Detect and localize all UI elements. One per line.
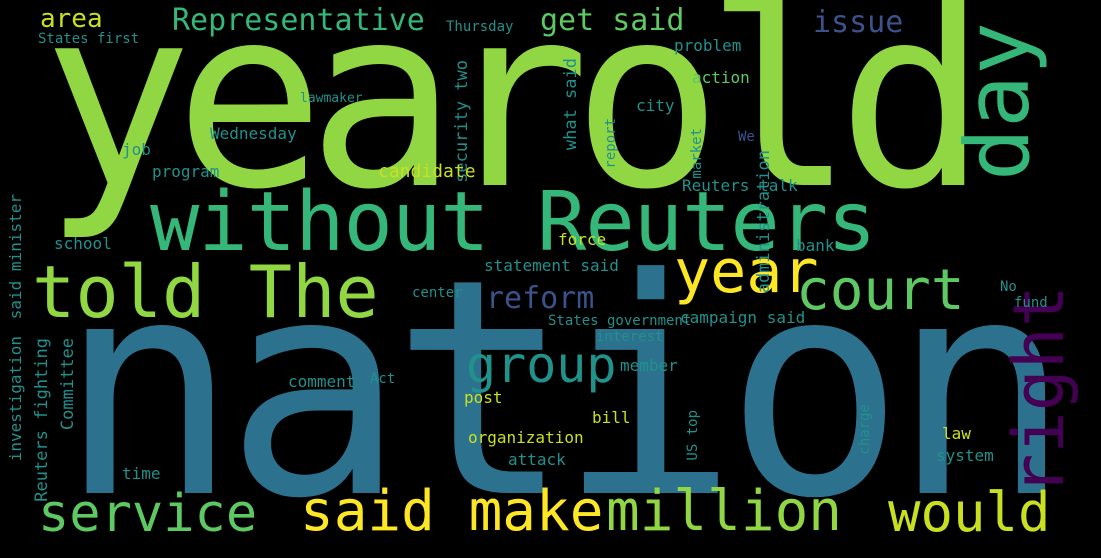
- word-program: program: [152, 162, 220, 181]
- word-wednesday: Wednesday: [210, 124, 297, 143]
- word-campaign-said: campaign said: [680, 308, 806, 327]
- word-organization: organization: [468, 428, 584, 447]
- word-area: area: [40, 4, 103, 34]
- word-statement-said: statement said: [484, 256, 619, 275]
- word-states-first: States first: [38, 31, 140, 47]
- word-time: time: [122, 464, 161, 483]
- word-what-said: what said: [561, 58, 581, 151]
- word-states-government: States government: [548, 313, 692, 329]
- word-center: center: [412, 285, 463, 301]
- word-day: day: [946, 22, 1049, 181]
- word-group: group: [466, 336, 617, 394]
- word-yearold: yearold: [42, 0, 988, 244]
- word-act: Act: [370, 371, 396, 387]
- word-city: city: [636, 96, 675, 115]
- word-fund: fund: [1014, 295, 1048, 311]
- word-we: We: [738, 129, 755, 145]
- word-administration: administration: [754, 150, 774, 294]
- word-interest: interest: [596, 329, 664, 345]
- word-report: report: [603, 118, 619, 169]
- word-bank: bank: [796, 236, 835, 255]
- word-law: law: [942, 424, 971, 443]
- word-charge: charge: [857, 404, 873, 455]
- word-right: right: [998, 285, 1080, 496]
- word-said-make: said make: [300, 479, 604, 544]
- word-problem: problem: [674, 36, 742, 55]
- word-force: force: [558, 230, 607, 249]
- word-lawmaker: lawmaker: [300, 91, 363, 106]
- word-bill: bill: [592, 408, 631, 427]
- word-reuters-fighting: Reuters fighting: [32, 338, 52, 502]
- word-representative: Representative: [172, 3, 425, 38]
- word-get-said: get said: [540, 3, 685, 38]
- word-without-reuters: without Reuters: [150, 175, 877, 270]
- word-issue: issue: [813, 5, 904, 40]
- word-no: No: [1000, 279, 1017, 295]
- word-reuters-talk: Reuters talk: [682, 176, 798, 195]
- word-said-minister: said minister: [6, 194, 25, 320]
- word-million: million: [606, 479, 843, 544]
- word-market: market: [689, 128, 705, 179]
- word-job: job: [122, 140, 151, 159]
- word-service: service: [38, 484, 258, 544]
- word-post: post: [464, 388, 503, 407]
- word-committee: Committee: [58, 338, 78, 431]
- word-system: system: [936, 446, 994, 465]
- word-would: would: [888, 481, 1051, 544]
- word-told-the: told The: [32, 250, 379, 334]
- word-year: year: [674, 237, 819, 307]
- word-nation: nation: [58, 215, 1072, 558]
- word-action: action: [692, 68, 750, 87]
- word-reform: reform: [486, 281, 595, 316]
- word-comment: comment: [288, 372, 356, 391]
- word-us-top: US top: [685, 410, 701, 461]
- word-court: court: [796, 258, 965, 323]
- word-thursday: Thursday: [446, 19, 514, 35]
- word-school: school: [54, 234, 112, 253]
- word-investigation: investigation: [6, 336, 25, 462]
- word-candidate: candidate: [378, 161, 476, 182]
- word-member: member: [620, 356, 678, 375]
- word-attack: attack: [508, 450, 566, 469]
